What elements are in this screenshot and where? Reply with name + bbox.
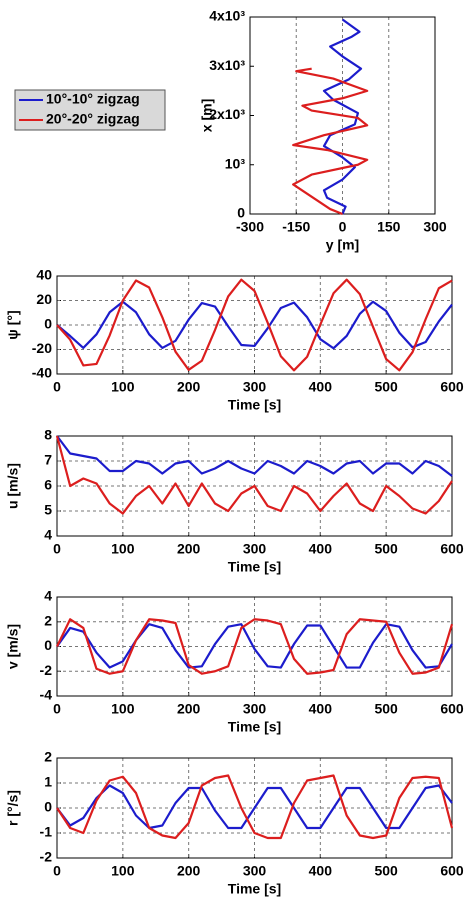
legend-box [14, 89, 166, 131]
legend-label: 10°-10° zigzag [46, 91, 140, 107]
legend-label: 20°-20° zigzag [46, 111, 140, 127]
x-tick-label: 500 [374, 379, 398, 395]
y-tick-label: 7 [44, 452, 52, 468]
x-tick-label: 100 [111, 701, 135, 717]
x-axis-label: Time [s] [228, 559, 281, 575]
x-tick-label: 200 [177, 701, 201, 717]
plot-frame [56, 435, 453, 537]
x-tick-label: -150 [282, 219, 310, 235]
x-tick-label: 0 [339, 219, 347, 235]
y-tick-label: -20 [32, 340, 52, 356]
x-tick-label: -300 [236, 219, 264, 235]
y-tick-label: -40 [32, 365, 52, 381]
x-tick-label: 200 [177, 379, 201, 395]
x-tick-label: 600 [440, 701, 464, 717]
y-tick-label: 40 [36, 267, 52, 283]
x-tick-label: 0 [53, 541, 61, 557]
y-tick-label: 0 [44, 637, 52, 653]
y-tick-label: 0 [44, 799, 52, 815]
y-tick-label: 20 [36, 291, 52, 307]
x-tick-label: 500 [374, 701, 398, 717]
series-line [56, 774, 454, 840]
y-tick-label: 2x10³ [209, 106, 245, 122]
series-line [56, 618, 454, 675]
y-tick-label: 5 [44, 502, 52, 518]
x-tick-label: 300 [243, 379, 267, 395]
x-axis-label: Time [s] [228, 397, 281, 413]
y-tick-label: 1 [44, 774, 52, 790]
x-tick-label: 600 [440, 541, 464, 557]
y-tick-label: 0 [237, 205, 245, 221]
y-tick-label: 10³ [225, 155, 246, 171]
series-line [56, 435, 453, 477]
legend: 10°-10° zigzag 20°-20° zigzag [14, 89, 166, 131]
x-axis-label: y [m] [326, 237, 359, 253]
x-tick-label: 150 [377, 219, 401, 235]
x-tick-label: 300 [423, 219, 447, 235]
y-axis-label: r [°/s] [5, 790, 21, 826]
y-tick-label: 4x10³ [209, 8, 245, 24]
x-tick-label: 100 [111, 541, 135, 557]
x-tick-label: 500 [374, 541, 398, 557]
x-tick-label: 0 [53, 863, 61, 879]
y-tick-label: 4 [44, 588, 52, 604]
y-tick-label: -4 [40, 687, 53, 703]
x-tick-label: 400 [309, 863, 333, 879]
series-line [55, 435, 453, 515]
y-axis-label: ψ [°] [5, 310, 21, 339]
y-tick-label: -2 [40, 849, 53, 865]
x-tick-label: 400 [309, 541, 333, 557]
x-tick-label: 300 [243, 701, 267, 717]
series-line [56, 278, 453, 372]
x-tick-label: 0 [53, 379, 61, 395]
y-tick-label: 2 [44, 749, 52, 765]
x-tick-label: 600 [440, 379, 464, 395]
x-tick-label: 400 [309, 379, 333, 395]
y-tick-label: 3x10³ [209, 57, 245, 73]
y-tick-label: 8 [44, 427, 52, 443]
x-tick-label: 500 [374, 863, 398, 879]
x-tick-label: 300 [243, 541, 267, 557]
x-tick-label: 200 [177, 863, 201, 879]
series-line [56, 784, 453, 830]
y-axis-label: u [m/s] [5, 463, 21, 509]
x-tick-label: 100 [111, 863, 135, 879]
y-tick-label: 6 [44, 477, 52, 493]
x-tick-label: 400 [309, 701, 333, 717]
x-tick-label: 0 [53, 701, 61, 717]
y-tick-label: -1 [40, 824, 53, 840]
x-tick-label: 300 [243, 863, 267, 879]
x-axis-label: Time [s] [228, 719, 281, 735]
y-tick-label: -2 [40, 662, 53, 678]
y-axis-label: v [m/s] [5, 624, 21, 669]
y-tick-label: 4 [44, 527, 52, 543]
x-tick-label: 600 [440, 863, 464, 879]
y-tick-label: 2 [44, 612, 52, 628]
x-tick-label: 200 [177, 541, 201, 557]
series-line [292, 67, 369, 216]
y-axis-label: x [m] [199, 99, 215, 132]
x-tick-label: 100 [111, 379, 135, 395]
y-tick-label: 0 [44, 316, 52, 332]
x-axis-label: Time [s] [228, 881, 281, 897]
